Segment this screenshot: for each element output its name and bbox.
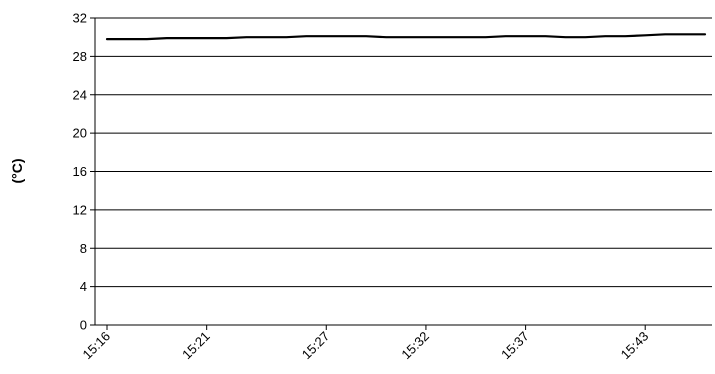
series-line-0 — [105, 33, 707, 41]
series-layer — [105, 33, 707, 41]
x-tick-label-1516: 15:16 — [80, 329, 114, 363]
x-tick-label-1543: 15:43 — [618, 329, 652, 363]
x-tick-label-1521: 15:21 — [179, 329, 213, 363]
y-tick-label-24: 24 — [73, 87, 87, 102]
y-tick-label-16: 16 — [73, 164, 87, 179]
x-tick-label-1527: 15:27 — [299, 329, 333, 363]
x-tick-label-1532: 15:32 — [398, 329, 432, 363]
y-tick-label-8: 8 — [80, 241, 87, 256]
y-axis-ticks: 0 4 8 12 16 20 24 28 32 — [73, 11, 95, 333]
gridlines — [95, 17, 712, 288]
y-tick-label-20: 20 — [73, 126, 87, 141]
y-axis-label: (°C) — [9, 158, 25, 183]
y-tick-label-32: 32 — [73, 11, 87, 26]
y-tick-label-12: 12 — [73, 202, 87, 217]
x-axis-ticks: 15:16 15:21 15:27 15:32 15:37 15:43 — [80, 325, 652, 363]
y-tick-label-0: 0 — [80, 318, 87, 333]
y-tick-label-28: 28 — [73, 49, 87, 64]
y-tick-label-4: 4 — [80, 279, 87, 294]
x-tick-label-1537: 15:37 — [498, 329, 532, 363]
